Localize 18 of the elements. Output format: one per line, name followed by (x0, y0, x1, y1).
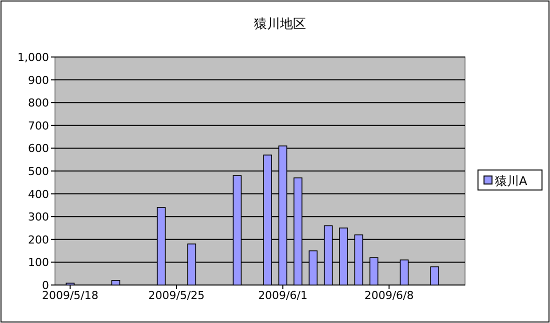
x-tick-label: 2009/6/1 (258, 289, 308, 302)
x-tick-label: 2009/5/18 (42, 289, 98, 302)
x-tick-label: 2009/6/8 (364, 289, 414, 302)
y-tick-label: 600 (28, 142, 49, 156)
y-tick-label: 800 (28, 96, 49, 110)
y-tick-label: 500 (28, 165, 49, 178)
chart-title: 猿川地区 (254, 17, 306, 32)
y-tick-label: 200 (28, 233, 49, 246)
y-tick-label: 1,000 (18, 51, 49, 64)
y-tick-label: 900 (28, 74, 49, 87)
x-tick-label: 2009/5/25 (148, 289, 205, 302)
y-tick-label: 400 (28, 188, 49, 201)
y-tick-label: 700 (28, 119, 49, 132)
y-tick-label: 0 (42, 279, 49, 292)
legend: 猿川A (478, 170, 542, 190)
y-tick-label: 100 (28, 256, 49, 270)
legend-label: 猿川A (495, 174, 528, 188)
y-tick-label: 300 (28, 210, 49, 224)
